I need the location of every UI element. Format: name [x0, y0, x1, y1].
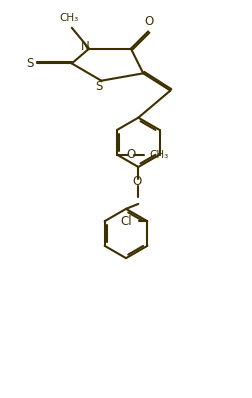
Text: N: N	[81, 40, 90, 53]
Text: O: O	[133, 175, 142, 188]
Text: S: S	[95, 80, 103, 93]
Text: O: O	[145, 15, 154, 28]
Text: CH₃: CH₃	[149, 150, 168, 160]
Text: S: S	[26, 57, 34, 70]
Text: O: O	[126, 148, 135, 161]
Text: Cl: Cl	[121, 215, 132, 228]
Text: CH₃: CH₃	[60, 13, 79, 23]
